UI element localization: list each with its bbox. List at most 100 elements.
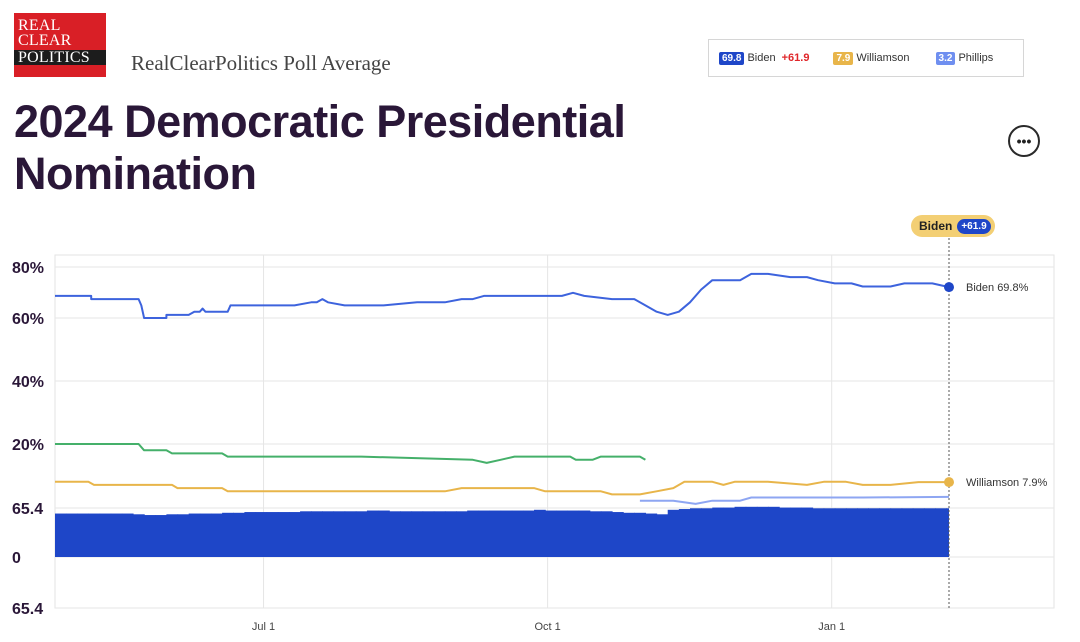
- spread-bar: [210, 513, 223, 557]
- spread-bar: [277, 512, 290, 557]
- lead-pill-name: Biden: [919, 219, 953, 233]
- spread-bar: [734, 506, 747, 557]
- logo-line-3: POLITICS: [14, 50, 106, 66]
- spread-bar: [177, 514, 190, 557]
- spread-bar: [478, 510, 491, 557]
- spread-bar: [378, 510, 390, 557]
- spread-bar: [723, 507, 736, 557]
- spread-bar: [66, 513, 78, 557]
- spread-bar: [656, 514, 669, 557]
- logo-line-2: CLEAR: [18, 32, 72, 49]
- biden-end-label: Biden 69.8%: [966, 282, 1029, 294]
- legend-value: 7.9: [833, 51, 854, 65]
- legend-name: Phillips: [958, 52, 994, 64]
- spread-bar: [556, 510, 569, 557]
- spread-bar: [433, 511, 446, 557]
- spread-bar: [946, 508, 949, 557]
- series-line-phillips: [639, 495, 950, 505]
- spread-bar: [222, 512, 234, 557]
- series-line-unlabeled-1: [55, 443, 646, 464]
- spread-bar: [701, 508, 713, 557]
- spread-bar: [689, 508, 702, 557]
- spread-bar: [444, 511, 457, 557]
- logo-line-1: REAL: [18, 17, 61, 34]
- spread-bar: [923, 508, 936, 557]
- spread-bar: [712, 507, 725, 557]
- spread-bar: [834, 508, 847, 557]
- y-tick-label: 80%: [12, 260, 44, 277]
- legend-name: Williamson: [856, 52, 910, 64]
- spread-bar: [589, 511, 602, 557]
- spread-bar: [823, 508, 836, 557]
- spread-bar: [166, 514, 179, 557]
- spread-bar: [767, 506, 780, 557]
- spread-bar: [745, 506, 758, 557]
- series-line-williamson: [55, 480, 949, 496]
- spread-bar: [188, 513, 201, 557]
- spread-bar: [344, 511, 357, 557]
- spread-bar: [333, 511, 346, 557]
- williamson-end-label: Williamson 7.9%: [966, 477, 1048, 489]
- legend-value: 3.2: [935, 51, 956, 65]
- series-line-biden: [55, 272, 950, 319]
- spread-bar: [634, 512, 647, 557]
- spread-bar: [322, 511, 335, 557]
- spread-bar: [88, 513, 101, 557]
- legend-name: Biden: [747, 52, 776, 64]
- williamson-end-dot: [944, 477, 954, 488]
- spread-bar: [935, 508, 947, 557]
- spread-bar: [790, 507, 802, 557]
- spread-bar: [288, 512, 301, 557]
- spread-bar: [456, 511, 468, 557]
- spread-bar: [366, 510, 379, 557]
- spread-bar: [489, 510, 502, 557]
- spread-bar: [244, 512, 257, 557]
- spread-bar: [522, 510, 535, 557]
- spread-bar: [667, 509, 680, 557]
- spread-bar: [400, 511, 413, 557]
- legend-value: 69.8: [719, 51, 745, 65]
- spread-bar: [890, 508, 903, 557]
- legend-spread: +61.9: [781, 52, 810, 64]
- legend-item-biden[interactable]: 69.8 Biden +61.9: [719, 51, 810, 65]
- x-tick-label: Jan 1: [818, 621, 845, 633]
- spread-bar: [266, 512, 279, 557]
- spread-bar: [199, 513, 212, 557]
- poll-average-subtitle: RealClearPolitics Poll Average: [131, 51, 391, 75]
- spread-bar: [99, 513, 112, 557]
- spread-bar: [912, 508, 925, 557]
- spread-bar: [110, 513, 123, 557]
- spread-bar: [857, 508, 869, 557]
- spread-bar: [578, 510, 591, 557]
- spread-bar: [300, 511, 312, 557]
- rcp-logo[interactable]: REAL CLEAR POLITICS: [14, 13, 106, 77]
- spread-bar: [411, 511, 424, 557]
- y-tick-label: 40%: [12, 374, 44, 391]
- spread-bar: [678, 509, 691, 557]
- spread-bar: [801, 507, 814, 557]
- spread-bar: [422, 511, 435, 557]
- spread-bar: [511, 510, 524, 557]
- spread-bar: [812, 508, 825, 557]
- spread-bar: [879, 508, 892, 557]
- spread-bar: [155, 515, 168, 557]
- spread-bar: [534, 509, 546, 557]
- lead-pill: Biden +61.9: [911, 215, 995, 237]
- spread-bar: [612, 512, 624, 557]
- spread-bar: [623, 512, 635, 557]
- more-options-button[interactable]: •••: [1008, 125, 1040, 157]
- spread-bar: [645, 513, 658, 557]
- spread-bar: [389, 511, 401, 557]
- spread-bar: [467, 510, 479, 557]
- legend-item-williamson[interactable]: 7.9 Williamson: [833, 51, 910, 65]
- legend-item-phillips[interactable]: 3.2 Phillips: [935, 51, 994, 65]
- spread-bar: [845, 508, 858, 557]
- x-tick-label: Jul 1: [252, 621, 275, 633]
- spread-bar: [311, 511, 323, 557]
- spread-bar: [500, 510, 513, 557]
- spread-bar: [779, 507, 791, 557]
- spread-bar: [868, 508, 880, 557]
- y-tick-label: 65.4: [12, 501, 43, 518]
- spread-bar: [132, 514, 145, 557]
- spread-bar: [901, 508, 914, 557]
